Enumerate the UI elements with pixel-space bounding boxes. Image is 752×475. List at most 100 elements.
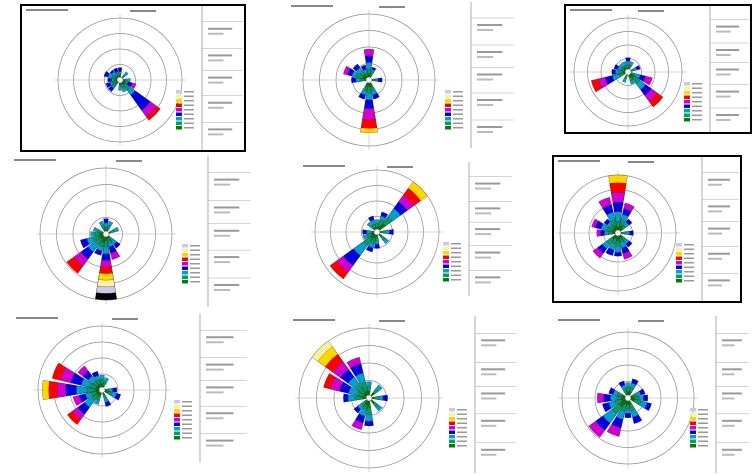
legend-swatch: [684, 118, 690, 122]
info-text-line: [708, 210, 722, 213]
sheet-subtitle-line: [379, 320, 405, 322]
info-text-line: [208, 128, 233, 131]
info-text-line: [716, 68, 740, 71]
info-text-line: [214, 256, 240, 259]
rose-petal-band: [367, 79, 371, 87]
legend-swatch: [174, 400, 180, 404]
info-text-line: [481, 344, 497, 347]
wind-rose-panel-7[interactable]: [10, 312, 250, 464]
info-text-line: [206, 391, 224, 394]
legend-text-line: [684, 244, 694, 246]
legend-text-line: [453, 95, 463, 97]
legend-swatch: [690, 430, 696, 434]
calm-circle: [98, 386, 106, 394]
legend-swatch: [176, 112, 182, 116]
wind-rose-panel-3[interactable]: [564, 4, 752, 134]
rose-petal-band: [626, 391, 630, 399]
info-text-line: [477, 99, 503, 101]
wind-rose-svg: [552, 155, 742, 303]
info-text-line: [716, 73, 731, 76]
legend-swatch: [174, 413, 180, 417]
sheet-border: [552, 155, 742, 303]
legend-swatch: [182, 244, 188, 248]
calm-circle: [624, 394, 632, 402]
wind-rose-panel-6[interactable]: [552, 155, 742, 303]
legend-text-line: [451, 243, 461, 245]
legend-swatch: [676, 252, 682, 256]
sheet-subtitle-line: [638, 320, 664, 322]
legend-swatch: [176, 108, 182, 112]
info-text-line: [716, 90, 740, 93]
info-text-line: [477, 29, 494, 31]
legend-swatch: [443, 264, 449, 268]
legend-swatch: [690, 417, 696, 421]
legend-swatch: [684, 113, 690, 117]
wind-rose-panel-9[interactable]: [552, 314, 752, 475]
wind-rose-panel-4[interactable]: [8, 154, 254, 309]
info-text-line: [716, 49, 740, 51]
legend-swatch: [176, 103, 182, 107]
info-text-line: [722, 419, 742, 422]
legend-text-line: [684, 253, 694, 255]
sheet-subtitle-line: [628, 161, 654, 163]
legend-swatch: [676, 243, 682, 247]
legend-swatch: [443, 251, 449, 255]
wind-rose-svg: [16, 314, 247, 462]
legend-text-line: [451, 279, 461, 281]
legend-text-line: [190, 267, 200, 269]
legend-swatch: [174, 409, 180, 413]
sheet-title-line: [570, 9, 612, 11]
info-text-line: [208, 59, 224, 62]
legend-swatch: [174, 427, 180, 431]
legend-swatch: [445, 117, 451, 121]
info-text-line: [716, 54, 731, 56]
info-text-line: [477, 104, 494, 106]
info-text-line: [206, 412, 234, 415]
info-text-line: [722, 368, 742, 371]
legend-text-line: [692, 119, 702, 121]
legend-text-line: [698, 427, 708, 429]
legend-text-line: [182, 410, 192, 412]
wind-rose-panel-2[interactable]: [285, 0, 517, 150]
info-text-line: [708, 257, 722, 260]
legend-text-line: [451, 265, 461, 267]
info-text-line: [708, 205, 730, 208]
legend-text-line: [698, 436, 708, 438]
legend-text-line: [190, 258, 200, 260]
info-text-line: [708, 279, 730, 282]
legend-text-line: [692, 92, 702, 94]
rose-petal-band: [99, 232, 107, 236]
wind-rose-panel-5[interactable]: [297, 160, 515, 298]
legend-swatch: [182, 257, 188, 261]
legend-swatch: [174, 436, 180, 440]
info-text-line: [475, 233, 492, 236]
sheet-subtitle-line: [130, 10, 156, 12]
legend-swatch: [449, 444, 455, 448]
legend-swatch: [443, 255, 449, 259]
info-text-line: [481, 373, 497, 376]
wind-rose-panel-8[interactable]: [287, 314, 519, 475]
info-text-line: [208, 133, 224, 136]
legend-text-line: [184, 91, 194, 93]
legend-swatch: [174, 422, 180, 426]
legend-text-line: [184, 127, 194, 129]
legend-text-line: [453, 104, 463, 106]
legend-swatch: [449, 426, 455, 430]
calm-circle: [116, 76, 124, 84]
info-text-line: [214, 234, 231, 237]
wind-rose-panel-1[interactable]: [20, 4, 246, 152]
calm-circle: [614, 229, 622, 237]
info-text-line: [716, 114, 740, 116]
legend-text-line: [698, 431, 708, 433]
legend-text-line: [184, 122, 194, 124]
sheet-title-line: [558, 319, 600, 321]
info-text-line: [708, 178, 730, 181]
legend-swatch: [690, 408, 696, 412]
rose-petal-band: [86, 387, 103, 393]
legend-text-line: [457, 445, 467, 447]
legend-swatch: [449, 417, 455, 421]
legend-swatch: [684, 91, 690, 95]
legend-swatch: [182, 262, 188, 266]
info-text-line: [206, 417, 224, 420]
info-text-line: [481, 448, 506, 451]
